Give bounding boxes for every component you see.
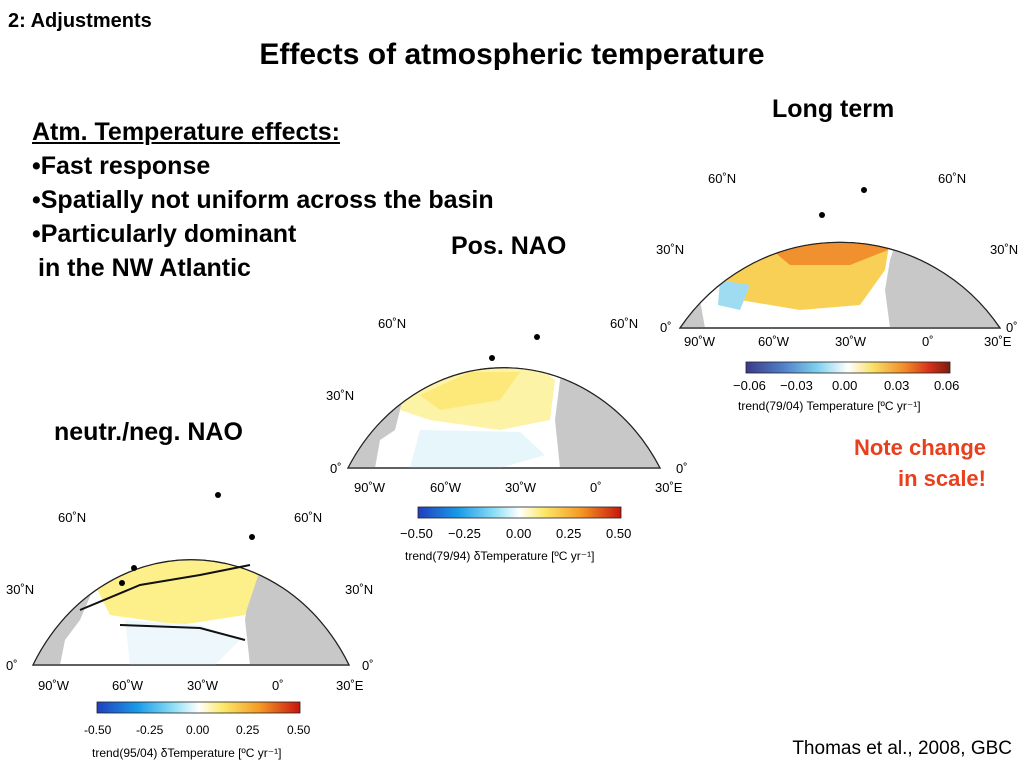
lon-label: 30˚E: [655, 480, 683, 495]
lat-label: 60˚N: [610, 316, 638, 331]
lon-label: 60˚W: [758, 334, 790, 349]
panel-title-pos-nao: Pos. NAO: [451, 232, 567, 260]
colorbar-tick: 0.50: [287, 723, 311, 737]
colorbar-tick: 0.06: [934, 378, 959, 393]
colorbar-tick: 0.50: [606, 526, 631, 541]
colorbar-label: trend(79/04) Temperature [ºC yr⁻¹]: [738, 399, 921, 413]
bullet-list: Atm. Temperature effects: •Fast response…: [32, 115, 494, 285]
colorbar-label: trend(95/04) δTemperature [ºC yr⁻¹]: [92, 746, 281, 760]
colorbar-neutr-neg-nao: [96, 701, 301, 714]
lat-label: 0˚: [362, 658, 374, 673]
lon-label: 30˚W: [505, 480, 537, 495]
bullet-item: •Particularly dominant: [32, 220, 297, 248]
lon-label: 90˚W: [684, 334, 716, 349]
lat-label: 30˚N: [656, 242, 684, 257]
lat-label: 30˚N: [326, 388, 354, 403]
lat-label: 0˚: [1006, 320, 1018, 335]
lon-label: 30˚E: [336, 678, 364, 693]
scale-note: Note change in scale!: [854, 432, 986, 494]
colorbar-tick: −0.03: [780, 378, 813, 393]
lat-label: 30˚N: [345, 582, 373, 597]
colorbar-tick: 0.03: [884, 378, 909, 393]
colorbar-tick: −0.06: [733, 378, 766, 393]
lat-label: 0˚: [676, 461, 688, 476]
bullet-item: in the NW Atlantic: [38, 254, 251, 282]
lat-label: 60˚N: [294, 510, 322, 525]
lon-label: 0˚: [922, 334, 934, 349]
scale-note-line: in scale!: [897, 466, 986, 491]
lon-label: 30˚E: [984, 334, 1012, 349]
colorbar-tick: 0.25: [556, 526, 581, 541]
lon-label: 30˚W: [187, 678, 219, 693]
colorbar-tick: -0.50: [84, 723, 112, 737]
slide-title: Effects of atmospheric temperature: [259, 38, 765, 71]
lon-label: 0˚: [272, 678, 284, 693]
panel-title-neutr-neg-nao: neutr./neg. NAO: [54, 418, 243, 446]
lat-label: 0˚: [6, 658, 18, 673]
colorbar-long-term: [745, 361, 951, 374]
lon-label: 0˚: [590, 480, 602, 495]
bullet-header: Atm. Temperature effects:: [32, 118, 340, 146]
colorbar-pos-nao: [417, 506, 622, 519]
citation: Thomas et al., 2008, GBC: [792, 738, 1012, 759]
lat-label: 30˚N: [6, 582, 34, 597]
lon-label: 60˚W: [430, 480, 462, 495]
lat-label: 30˚N: [990, 242, 1018, 257]
colorbar-tick: 0.00: [832, 378, 857, 393]
lat-label: 60˚N: [58, 510, 86, 525]
bullet-item: •Spatially not uniform across the basin: [32, 186, 494, 214]
lon-label: 60˚W: [112, 678, 144, 693]
lon-label: 90˚W: [38, 678, 70, 693]
lon-label: 90˚W: [354, 480, 386, 495]
colorbar-tick: 0.25: [236, 723, 260, 737]
map-neutr-neg-nao: [32, 492, 350, 714]
colorbar-tick: 0.00: [506, 526, 531, 541]
lat-label: 60˚N: [938, 171, 966, 186]
lon-label: 30˚W: [835, 334, 867, 349]
lat-label: 0˚: [330, 461, 342, 476]
panel-title-long-term: Long term: [772, 95, 895, 123]
lat-label: 60˚N: [708, 171, 736, 186]
colorbar-tick: −0.50: [400, 526, 433, 541]
colorbar-label: trend(79/94) δTemperature [ºC yr⁻¹]: [405, 549, 594, 563]
colorbar-tick: 0.00: [186, 723, 210, 737]
colorbar-tick: -0.25: [136, 723, 164, 737]
bullet-item: •Fast response: [32, 152, 211, 180]
scale-note-line: Note change: [853, 435, 986, 460]
section-label: 2: Adjustments: [8, 10, 152, 32]
lat-label: 60˚N: [378, 316, 406, 331]
lat-label: 0˚: [660, 320, 672, 335]
colorbar-tick: −0.25: [448, 526, 481, 541]
